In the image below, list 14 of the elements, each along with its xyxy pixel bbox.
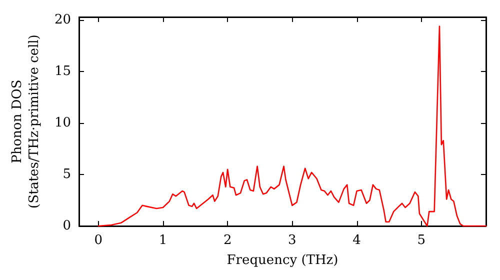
line-series xyxy=(98,26,487,227)
y-tick-label: 5 xyxy=(62,167,71,182)
x-tick-label: 2 xyxy=(223,233,232,248)
y-tick-label: 15 xyxy=(54,64,71,80)
y-tick-label: 0 xyxy=(62,218,71,234)
x-axis-title: Frequency (THz) xyxy=(226,252,338,268)
x-tick-label: 4 xyxy=(352,233,361,248)
x-tick-label: 5 xyxy=(417,233,426,248)
x-tick-label: 0 xyxy=(94,233,103,248)
x-tick-label: 1 xyxy=(158,233,168,248)
x-tick-label: 3 xyxy=(288,233,296,248)
y-tick-label: 10 xyxy=(54,116,71,131)
y-axis-title: Phonon DOS (States/THz·primitive cell) xyxy=(10,34,42,209)
y-tick-label: 20 xyxy=(54,12,71,28)
